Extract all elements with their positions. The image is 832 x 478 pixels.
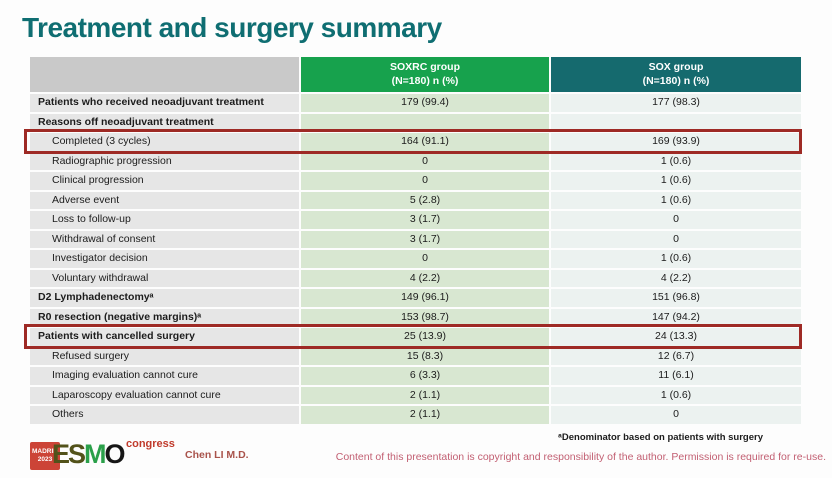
table-row-12: Patients with cancelled surgery 25 (13.9… (30, 328, 801, 346)
table-row-13: Refused surgery 15 (8.3) 12 (6.7) (30, 347, 801, 365)
row-label-cell: Voluntary withdrawal (30, 269, 299, 287)
table-row-4: Clinical progression 0 1 (0.6) (30, 172, 801, 190)
soxrc-value-cell: 0 (301, 172, 549, 190)
table-body: Patients who received neoadjuvant treatm… (30, 94, 801, 424)
sox-value-cell: 1 (0.6) (551, 172, 801, 190)
row-label-cell: Laparoscopy evaluation cannot cure (30, 386, 299, 404)
row-label-cell: Imaging evaluation cannot cure (30, 367, 299, 385)
table-row-1: Reasons off neoadjuvant treatment (30, 113, 801, 131)
row-label-cell: Completed (3 cycles) (30, 133, 299, 151)
row-label-cell: Others (30, 406, 299, 424)
sox-value-cell: 1 (0.6) (551, 191, 801, 209)
soxrc-value-cell (301, 113, 549, 131)
sox-value-cell: 4 (2.2) (551, 269, 801, 287)
badge-city: MADRID (32, 447, 58, 455)
table-row-3: Radiographic progression 0 1 (0.6) (30, 152, 801, 170)
header-cell-sox: SOX group (N=180) n (%) (551, 57, 801, 92)
presenter-name: Chen LI M.D. (185, 449, 249, 461)
page-title: Treatment and surgery summary (22, 12, 442, 43)
row-label-cell: D2 Lymphadenectomyᵃ (30, 289, 299, 307)
soxrc-header-line2: (N=180) n (%) (391, 74, 459, 87)
sox-value-cell: 1 (0.6) (551, 386, 801, 404)
row-label-cell: Adverse event (30, 191, 299, 209)
table-footnote: ᵃDenominator based on patients with surg… (558, 432, 763, 443)
sox-value-cell: 1 (0.6) (551, 152, 801, 170)
table-row-8: Investigator decision 0 1 (0.6) (30, 250, 801, 268)
table-row-14: Imaging evaluation cannot cure 6 (3.3) 1… (30, 367, 801, 385)
sox-value-cell (551, 113, 801, 131)
soxrc-value-cell: 15 (8.3) (301, 347, 549, 365)
sox-value-cell: 0 (551, 211, 801, 229)
table-row-16: Others 2 (1.1) 0 (30, 406, 801, 424)
table-row-11: R0 resection (negative margins)ᵃ 153 (98… (30, 308, 801, 326)
soxrc-value-cell: 4 (2.2) (301, 269, 549, 287)
esmo-congress-logo: MADRID 2023 ESMO congress (30, 436, 180, 474)
row-label-cell: R0 resection (negative margins)ᵃ (30, 308, 299, 326)
table-row-5: Adverse event 5 (2.8) 1 (0.6) (30, 191, 801, 209)
soxrc-value-cell: 0 (301, 250, 549, 268)
header-cell-soxrc: SOXRC group (N=180) n (%) (301, 57, 549, 92)
soxrc-value-cell: 2 (1.1) (301, 406, 549, 424)
row-label-cell: Radiographic progression (30, 152, 299, 170)
soxrc-value-cell: 3 (1.7) (301, 211, 549, 229)
soxrc-value-cell: 3 (1.7) (301, 230, 549, 248)
table-row-6: Loss to follow-up 3 (1.7) 0 (30, 211, 801, 229)
header-cell-empty (30, 57, 299, 92)
sox-value-cell: 151 (96.8) (551, 289, 801, 307)
sox-value-cell: 11 (6.1) (551, 367, 801, 385)
row-label-cell: Withdrawal of consent (30, 230, 299, 248)
highlight-box-cancelled-surgery (24, 324, 802, 349)
soxrc-value-cell: 179 (99.4) (301, 94, 549, 112)
sox-header-line2: (N=180) n (%) (642, 74, 710, 87)
table-row-0: Patients who received neoadjuvant treatm… (30, 94, 801, 112)
soxrc-value-cell: 2 (1.1) (301, 386, 549, 404)
soxrc-value-cell: 0 (301, 152, 549, 170)
sox-value-cell: 147 (94.2) (551, 308, 801, 326)
row-label-cell: Loss to follow-up (30, 211, 299, 229)
soxrc-value-cell: 6 (3.3) (301, 367, 549, 385)
highlight-box-completed (24, 129, 802, 154)
soxrc-value-cell: 149 (96.1) (301, 289, 549, 307)
esmo-letter-o: O (104, 439, 126, 469)
esmo-letter-m: M (84, 439, 106, 469)
summary-table: SOXRC group (N=180) n (%) SOX group (N=1… (30, 57, 801, 426)
row-label-cell: Reasons off neoadjuvant treatment (30, 113, 299, 131)
table-row-10: D2 Lymphadenectomyᵃ 149 (96.1) 151 (96.8… (30, 289, 801, 307)
congress-label: congress (126, 438, 175, 450)
sox-header-line1: SOX group (648, 60, 704, 73)
sox-value-cell: 24 (13.3) (551, 328, 801, 346)
table-row-7: Withdrawal of consent 3 (1.7) 0 (30, 230, 801, 248)
table-row-9: Voluntary withdrawal 4 (2.2) 4 (2.2) (30, 269, 801, 287)
soxrc-value-cell: 153 (98.7) (301, 308, 549, 326)
sox-value-cell: 1 (0.6) (551, 250, 801, 268)
soxrc-value-cell: 5 (2.8) (301, 191, 549, 209)
row-label-cell: Patients with cancelled surgery (30, 328, 299, 346)
sox-value-cell: 169 (93.9) (551, 133, 801, 151)
soxrc-value-cell: 164 (91.1) (301, 133, 549, 151)
row-label-cell: Patients who received neoadjuvant treatm… (30, 94, 299, 112)
sox-value-cell: 0 (551, 406, 801, 424)
madrid-2023-badge: MADRID 2023 (30, 442, 60, 470)
table-row-15: Laparoscopy evaluation cannot cure 2 (1.… (30, 386, 801, 404)
sox-value-cell: 177 (98.3) (551, 94, 801, 112)
table-header-row: SOXRC group (N=180) n (%) SOX group (N=1… (30, 57, 801, 92)
row-label-cell: Investigator decision (30, 250, 299, 268)
esmo-letters-es: ES (52, 439, 86, 469)
row-label-cell: Clinical progression (30, 172, 299, 190)
copyright-notice: Content of this presentation is copyrigh… (335, 451, 826, 463)
sox-value-cell: 0 (551, 230, 801, 248)
soxrc-value-cell: 25 (13.9) (301, 328, 549, 346)
table-row-2: Completed (3 cycles) 164 (91.1) 169 (93.… (30, 133, 801, 151)
badge-year: 2023 (37, 456, 53, 463)
row-label-cell: Refused surgery (30, 347, 299, 365)
sox-value-cell: 12 (6.7) (551, 347, 801, 365)
soxrc-header-line1: SOXRC group (390, 60, 460, 73)
esmo-wordmark: ESMO (52, 436, 126, 472)
